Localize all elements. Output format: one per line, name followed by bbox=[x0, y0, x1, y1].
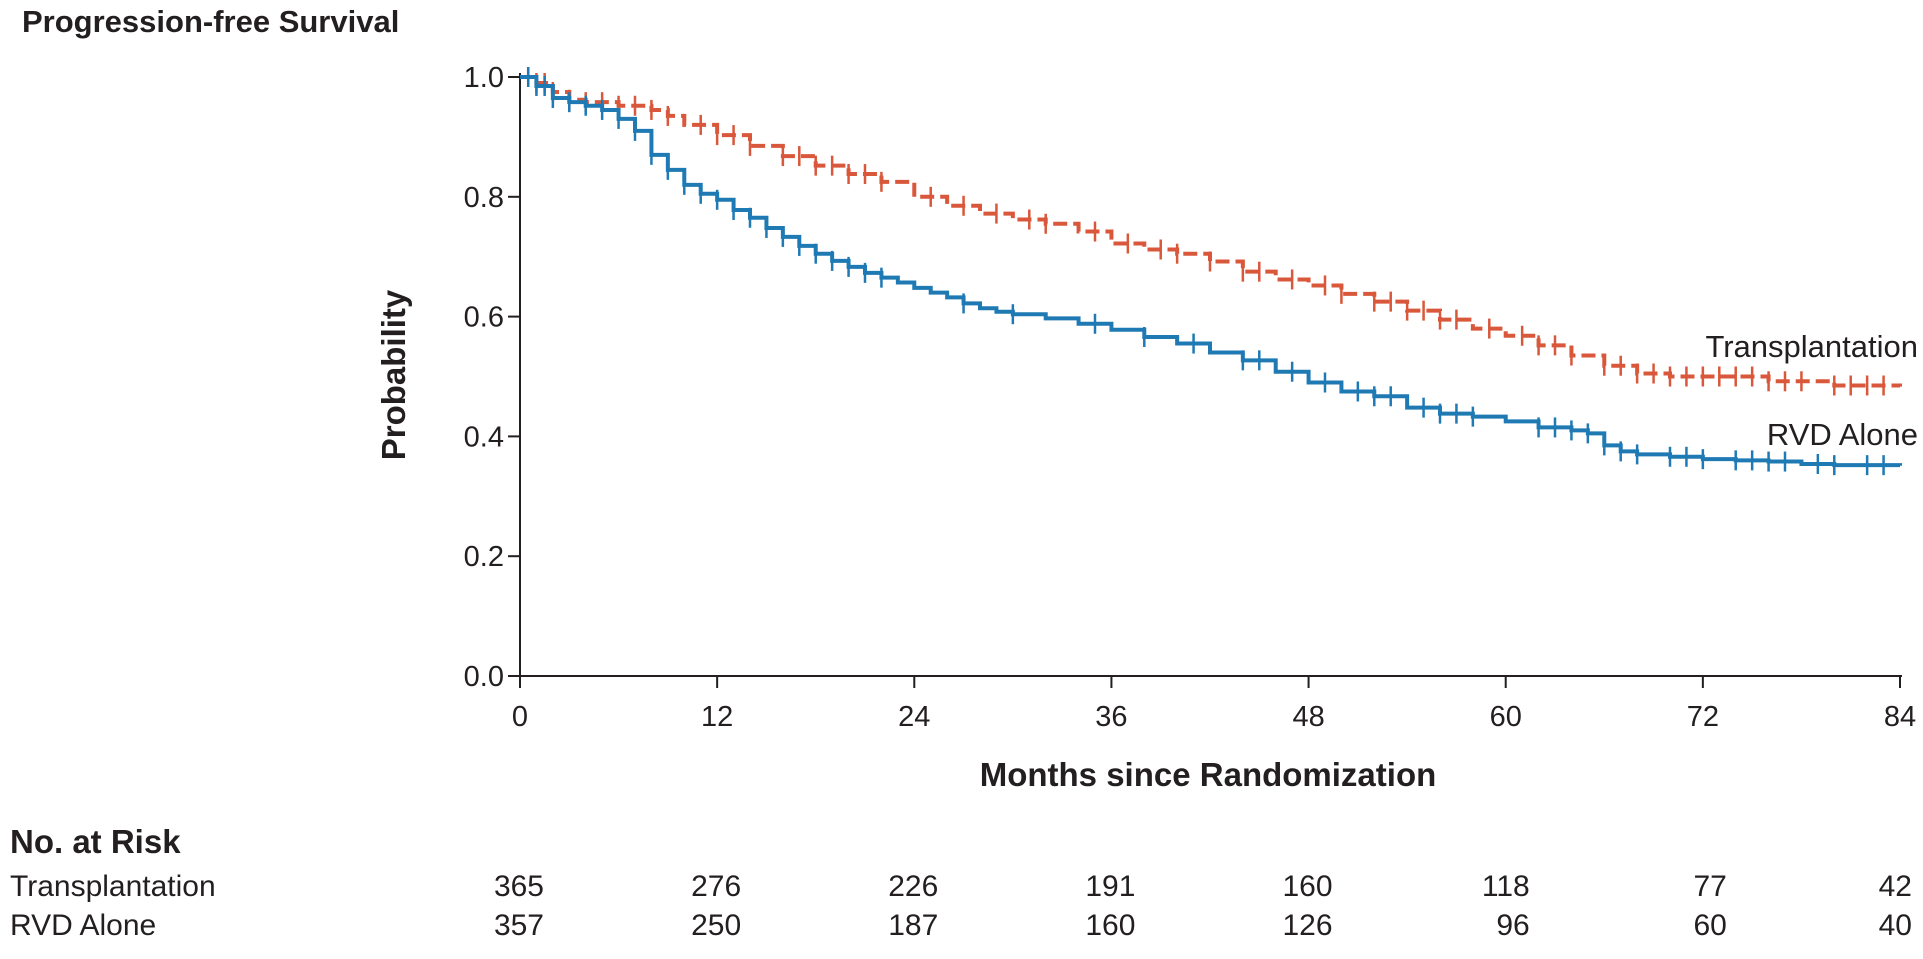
risk-value: 126 bbox=[1283, 909, 1333, 942]
risk-value: 276 bbox=[691, 870, 741, 903]
x-tick-label: 60 bbox=[1490, 701, 1522, 733]
y-tick-label: 0.6 bbox=[464, 302, 504, 334]
series-line-transplantation bbox=[520, 75, 1902, 388]
risk-value: 187 bbox=[888, 909, 938, 942]
risk-value: 365 bbox=[494, 870, 544, 903]
risk-table-heading: No. at Risk bbox=[10, 823, 181, 860]
risk-value: 250 bbox=[691, 909, 741, 942]
x-axis-label: Months since Randomization bbox=[980, 756, 1437, 793]
x-tick-label: 12 bbox=[701, 701, 733, 733]
x-tick-label: 84 bbox=[1884, 701, 1916, 733]
risk-value: 160 bbox=[1085, 909, 1135, 942]
x-ticks: 0 12 24 36 48 60 72 84 bbox=[512, 676, 1916, 733]
y-tick-label: 0.0 bbox=[464, 661, 504, 693]
x-tick-label: 0 bbox=[512, 701, 528, 733]
risk-row-label-transplantation: Transplantation bbox=[10, 870, 216, 903]
x-tick-label: 72 bbox=[1687, 701, 1719, 733]
risk-values: 365 276 226 191 160 118 77 42 357 250 187 160 126 96 6… bbox=[494, 870, 1912, 942]
risk-row-label-rvd-alone: RVD Alone bbox=[10, 909, 156, 942]
axes bbox=[519, 73, 1902, 677]
series-rvd-alone bbox=[520, 67, 1902, 476]
risk-value: 42 bbox=[1879, 870, 1912, 903]
y-tick-label: 0.8 bbox=[464, 182, 504, 214]
y-ticks: 0.0 0.2 0.4 0.6 0.8 1.0 bbox=[464, 62, 520, 693]
chart-title: Progression-free Survival bbox=[22, 4, 399, 39]
risk-value: 96 bbox=[1496, 909, 1529, 942]
risk-value: 226 bbox=[888, 870, 938, 903]
y-tick-label: 1.0 bbox=[464, 62, 504, 94]
x-tick-label: 48 bbox=[1292, 701, 1324, 733]
risk-value: 160 bbox=[1283, 870, 1333, 903]
series-label-rvd-alone: RVD Alone bbox=[1767, 417, 1918, 452]
x-tick-label: 24 bbox=[898, 701, 930, 733]
risk-value: 60 bbox=[1693, 909, 1726, 942]
y-axis-label: Probability bbox=[375, 289, 412, 460]
risk-value: 357 bbox=[494, 909, 544, 942]
y-tick-label: 0.2 bbox=[464, 541, 504, 573]
series-label-transplantation: Transplantation bbox=[1705, 329, 1918, 364]
x-tick-label: 36 bbox=[1095, 701, 1127, 733]
risk-value: 40 bbox=[1879, 909, 1912, 942]
series-layer bbox=[520, 67, 1902, 476]
y-tick-label: 0.4 bbox=[464, 421, 504, 453]
risk-value: 118 bbox=[1482, 870, 1530, 903]
risk-value: 77 bbox=[1693, 870, 1726, 903]
risk-value: 191 bbox=[1085, 870, 1135, 903]
